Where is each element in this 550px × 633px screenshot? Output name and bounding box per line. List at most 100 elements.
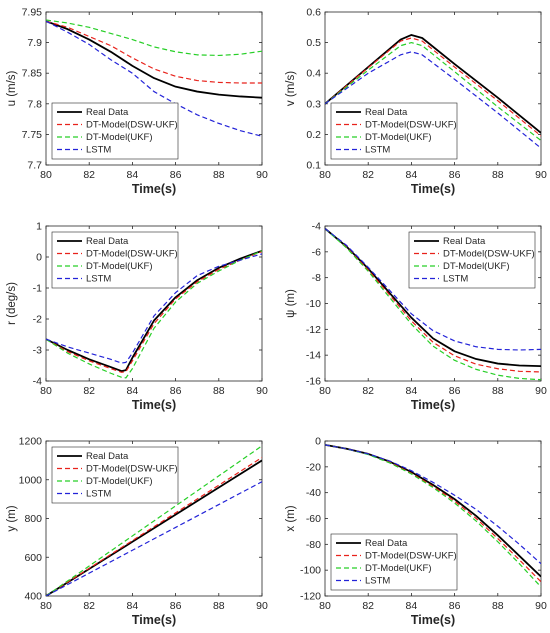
legend-label: DT-Model(DSW-UKF): [86, 249, 178, 260]
legend-label: LSTM: [86, 145, 111, 156]
y-tick-label: 1200: [19, 436, 43, 448]
series-lines: [46, 19, 262, 137]
y-tick-label: 0: [36, 252, 42, 264]
x-tick-label: 86: [170, 169, 182, 181]
legend-label: Real Data: [365, 538, 408, 549]
y-tick-label: 1: [36, 221, 42, 233]
x-tick-label: 90: [256, 385, 268, 397]
series-line-real-data: [325, 227, 541, 368]
y-tick-label: 7.75: [22, 129, 43, 141]
legend: Real Data DT-Model(DSW-UKF)DT-Model(UKF) L…: [330, 533, 458, 591]
x-tick-label: 90: [256, 169, 268, 181]
x-tick-label: 80: [40, 169, 52, 181]
y-tick-label: 800: [24, 513, 42, 525]
y-tick-label: 7.85: [22, 68, 43, 80]
legend-label: LSTM: [365, 145, 390, 156]
x-tick-label: 82: [83, 385, 95, 397]
legend-label: DT-Model(UKF): [86, 261, 153, 272]
x-tick-label: 82: [362, 169, 374, 181]
y-tick-label: -16: [306, 376, 321, 388]
x-tick-label: 80: [319, 169, 331, 181]
x-tick-label: 88: [213, 600, 225, 612]
x-tick-label: 88: [492, 169, 504, 181]
x-tick-label: 80: [40, 600, 52, 612]
y-tick-label: -4: [33, 376, 42, 388]
x-tick-label: 88: [213, 385, 225, 397]
x-tick-label: 82: [83, 169, 95, 181]
series-line-lstm: [325, 228, 541, 351]
x-tick-label: 84: [127, 169, 139, 181]
y-axis-label: x (m): [285, 505, 297, 531]
legend-label: DT-Model(DSW-UKF): [365, 551, 457, 562]
legend-label: DT-Model(UKF): [443, 261, 510, 272]
y-axis-label: v (m/s): [285, 71, 297, 106]
y-axis-label: ψ (m): [285, 289, 297, 318]
subplot-1: 80 82 84 86 88 90 7.7 7.75 7.8 7.85 7.9 7.95 Time(s)…: [6, 7, 268, 197]
y-tick-label: -80: [306, 539, 321, 551]
x-tick-label: 84: [127, 600, 139, 612]
x-tick-label: 90: [535, 385, 547, 397]
series-line-lstm: [46, 20, 262, 137]
y-tick-label: 1000: [19, 474, 43, 486]
x-tick-label: 90: [256, 600, 268, 612]
y-tick-label: 0.3: [306, 98, 321, 110]
legend: Real Data DT-Model(DSW-UKF)DT-Model(UKF) L…: [330, 102, 458, 160]
x-tick-label: 86: [449, 600, 461, 612]
series-line-real-data: [46, 249, 262, 372]
legend-label: Real Data: [443, 236, 486, 247]
x-tick-label: 84: [406, 169, 418, 181]
y-tick-label: 7.95: [22, 7, 43, 19]
y-tick-label: -14: [306, 350, 321, 362]
subplot-2: 80 82 84 86 88 90 0.1 0.2 0.3 0.4 0.5 0.6 Time(s) v (…: [285, 7, 547, 197]
subplot-6: 80 82 84 86 88 90 -120 -100 -80 -60 -40 -20 0 Time(s)…: [285, 436, 547, 628]
x-tick-label: 86: [170, 385, 182, 397]
series-lines: [325, 443, 541, 588]
x-axis-label: Time(s): [132, 182, 176, 196]
y-tick-label: 0.5: [306, 37, 321, 49]
y-tick-label: -10: [306, 298, 321, 310]
x-tick-label: 90: [535, 600, 547, 612]
series-line-dt-model-dsw-ukf-: [46, 20, 262, 84]
series-line-dt-model-ukf-: [46, 250, 262, 379]
series-line-dt-model-dsw-ukf-: [46, 250, 262, 373]
x-tick-label: 88: [492, 600, 504, 612]
legend: Real Data DT-Model(DSW-UKF)DT-Model(UKF) L…: [51, 102, 179, 160]
series-line-dt-model-dsw-ukf-: [325, 228, 541, 373]
y-tick-label: -3: [33, 345, 42, 357]
y-tick-label: -40: [306, 487, 321, 499]
x-axis-label: Time(s): [411, 182, 455, 196]
x-axis-label: Time(s): [132, 613, 176, 627]
x-axis-label: Time(s): [132, 398, 176, 412]
legend-label: LSTM: [86, 274, 111, 285]
series-line-dt-model-ukf-: [325, 228, 541, 381]
x-tick-label: 90: [535, 169, 547, 181]
series-line-dt-model-dsw-ukf-: [325, 37, 541, 137]
x-tick-label: 82: [362, 385, 374, 397]
subplot-4: 80 82 84 86 88 90 -16 -14 -12 -10 -8 -6 -4 Time(s) ψ (…: [285, 221, 547, 413]
x-tick-label: 84: [406, 600, 418, 612]
subplot-5: 80 82 84 86 88 90 400 600 800 1000 1200 Time(s) y (m…: [6, 436, 268, 628]
series-line-dt-model-ukf-: [325, 41, 541, 141]
y-tick-label: 400: [24, 591, 42, 603]
legend-label: DT-Model(UKF): [365, 563, 432, 574]
y-axis-label: r (deg/s): [6, 282, 18, 325]
x-tick-label: 86: [170, 600, 182, 612]
y-tick-label: 0.4: [306, 68, 321, 80]
series-line-lstm: [46, 481, 262, 596]
y-tick-label: -6: [312, 246, 321, 258]
legend-label: LSTM: [443, 274, 468, 285]
y-axis-label: u (m/s): [6, 70, 18, 106]
series-line-lstm: [325, 444, 541, 565]
y-tick-label: -20: [306, 461, 321, 473]
legend-label: DT-Model(DSW-UKF): [86, 120, 178, 131]
y-tick-label: 7.8: [27, 98, 42, 110]
y-tick-label: 0.1: [306, 160, 321, 172]
x-tick-label: 82: [83, 600, 95, 612]
x-axis-label: Time(s): [411, 613, 455, 627]
y-tick-label: -2: [33, 314, 42, 326]
series-line-dt-model-dsw-ukf-: [46, 456, 262, 596]
x-tick-label: 86: [449, 385, 461, 397]
series-line-real-data: [325, 34, 541, 134]
legend-label: Real Data: [365, 107, 408, 118]
x-axis-label: Time(s): [411, 398, 455, 412]
